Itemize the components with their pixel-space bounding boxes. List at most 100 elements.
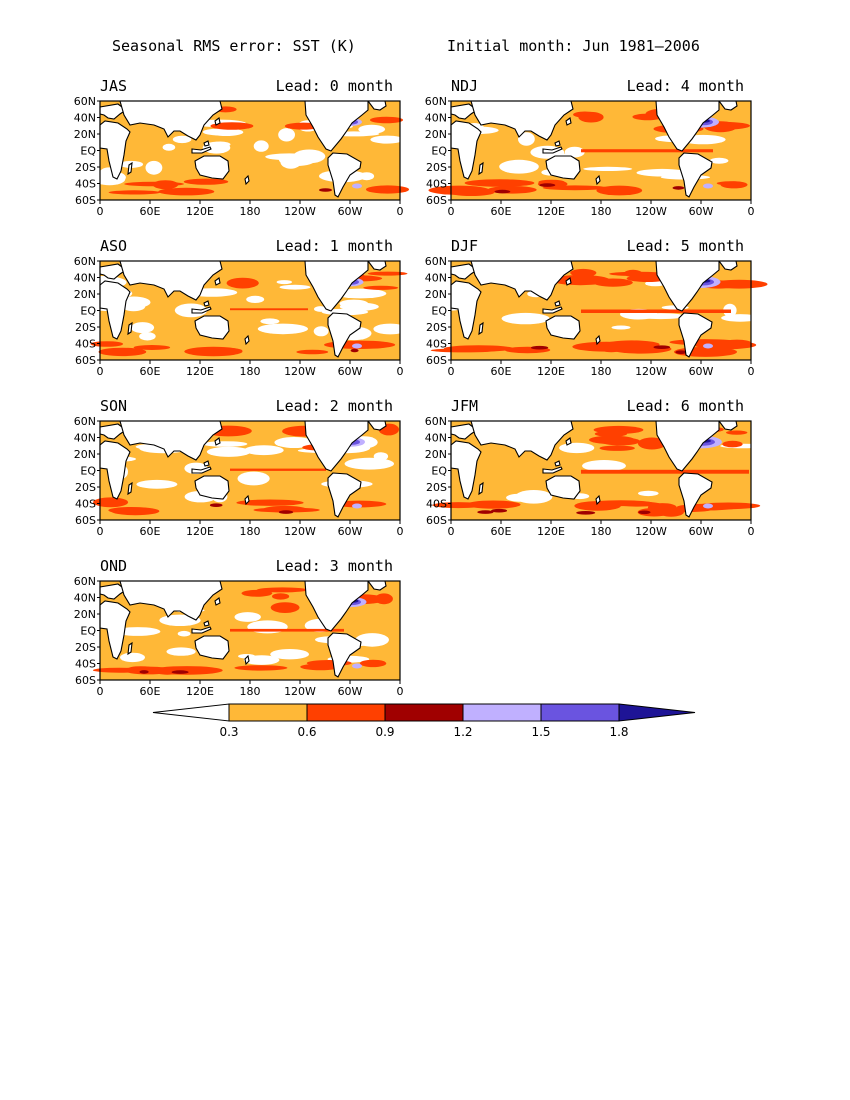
low-error-patch xyxy=(638,490,659,497)
very-high-error-patch xyxy=(638,510,651,515)
high-error-patch xyxy=(542,185,608,191)
high-error-patch xyxy=(573,111,597,118)
panel-season-label: NDJ xyxy=(451,77,478,95)
high-error-patch xyxy=(374,593,393,605)
y-tick-label: 20S xyxy=(426,161,447,174)
low-error-patch xyxy=(370,135,404,144)
low-error-patch xyxy=(234,612,261,622)
panel-lead-label: Lead: 2 month xyxy=(276,397,393,415)
low-error-patch xyxy=(583,166,633,171)
y-tick-label: EQ xyxy=(80,305,96,318)
high-error-patch xyxy=(241,589,273,597)
low-error-patch xyxy=(260,318,280,325)
x-tick-label: 60W xyxy=(689,205,714,218)
low-error-patch xyxy=(237,471,270,486)
map-panel-jfm: JFM Lead: 6 month 0 60E 120E 180 120W 60W 0 60N… xyxy=(425,397,766,538)
high-error-patch xyxy=(367,271,408,276)
y-tick-label: 40N xyxy=(425,272,447,285)
x-tick-label: 0 xyxy=(97,205,104,218)
high-error-patch xyxy=(637,437,666,450)
low-error-patch xyxy=(314,306,327,312)
y-tick-label: 20S xyxy=(75,481,96,494)
low-error-patch xyxy=(246,295,265,303)
high-error-patch xyxy=(726,430,748,435)
x-tick-label: 0 xyxy=(748,365,755,378)
low-error-patch xyxy=(276,280,292,285)
colorbar-label: 0.3 xyxy=(219,725,238,739)
x-tick-label: 0 xyxy=(97,525,104,538)
low-error-patch xyxy=(279,284,311,290)
low-error-patch xyxy=(501,312,550,325)
high-error-patch xyxy=(270,602,300,613)
axis-ticks: 0 60E 120E 180 120W 60W 0 60N 40N 20N EQ 20S 40S 60S xyxy=(425,415,755,538)
x-tick-label: 60W xyxy=(689,365,714,378)
y-tick-label: 60S xyxy=(426,194,447,207)
malvinas-max xyxy=(703,343,713,349)
y-tick-label: 40N xyxy=(74,272,96,285)
y-tick-label: 60S xyxy=(75,514,96,527)
y-tick-label: 40S xyxy=(75,338,96,351)
high-error-patch xyxy=(570,268,597,277)
x-tick-label: 180 xyxy=(240,205,261,218)
colorbar-segments xyxy=(152,703,696,722)
very-high-error-patch xyxy=(494,189,511,194)
x-tick-label: 120W xyxy=(284,205,316,218)
equatorial-error-band xyxy=(230,628,344,632)
x-tick-label: 120E xyxy=(537,525,565,538)
y-tick-label: 40S xyxy=(426,178,447,191)
high-error-patch xyxy=(464,179,535,187)
high-error-patch xyxy=(596,185,643,196)
x-tick-label: 120W xyxy=(284,525,316,538)
colorbar-segment xyxy=(228,703,308,722)
x-tick-label: 0 xyxy=(748,205,755,218)
y-tick-label: 60N xyxy=(74,575,96,588)
very-high-error-patch xyxy=(539,183,556,187)
x-tick-label: 120W xyxy=(635,365,667,378)
y-tick-label: EQ xyxy=(80,625,96,638)
y-tick-label: 40N xyxy=(425,112,447,125)
low-error-patch xyxy=(274,437,314,448)
axis-ticks: 0 60E 120E 180 120W 60W 0 60N 40N 20N EQ 20S 40S 60S xyxy=(74,95,404,218)
high-error-patch xyxy=(428,185,490,195)
low-error-patch xyxy=(518,132,535,146)
high-error-patch xyxy=(300,663,341,671)
colorbar-label: 1.8 xyxy=(609,725,628,739)
low-error-patch xyxy=(278,153,316,166)
x-tick-label: 0 xyxy=(97,365,104,378)
axis-ticks: 0 60E 120E 180 120W 60W 0 60N 40N 20N EQ 20S 40S 60S xyxy=(425,95,755,218)
very-high-error-patch xyxy=(576,511,596,515)
high-error-patch xyxy=(90,341,124,347)
x-tick-label: 120E xyxy=(186,205,214,218)
y-tick-label: 40N xyxy=(425,432,447,445)
high-error-patch xyxy=(98,347,147,357)
equatorial-error-band xyxy=(230,468,326,471)
panel-lead-label: Lead: 0 month xyxy=(276,77,393,95)
colorbar-label: 0.9 xyxy=(375,725,394,739)
x-tick-label: 120W xyxy=(284,685,316,698)
low-error-patch xyxy=(582,460,626,472)
map-panel-jas: JAS Lead: 0 month 0 60E 120E 180 120W 60W 0 60N… xyxy=(74,77,410,218)
y-tick-label: 20N xyxy=(425,448,447,461)
low-error-patch xyxy=(344,457,394,470)
high-error-patch xyxy=(722,339,752,347)
axis-ticks: 0 60E 120E 180 120W 60W 0 60N 40N 20N EQ 20S 40S 60S xyxy=(74,575,404,698)
equatorial-error-band xyxy=(230,308,308,311)
low-error-patch xyxy=(206,446,251,457)
x-tick-label: 0 xyxy=(397,205,404,218)
high-error-patch xyxy=(296,349,329,355)
y-tick-label: 60S xyxy=(75,194,96,207)
low-error-patch xyxy=(559,442,595,454)
high-error-patch xyxy=(108,190,161,195)
colorbar-segment xyxy=(306,703,386,722)
x-tick-label: 120E xyxy=(537,205,565,218)
colorbar-high-arrow xyxy=(618,703,696,722)
y-tick-label: 20S xyxy=(426,481,447,494)
x-tick-label: 60W xyxy=(338,205,363,218)
low-error-patch xyxy=(209,128,244,136)
high-error-patch xyxy=(487,186,537,194)
map-panel-djf: DJF Lead: 5 month 0 60E 120E 180 120W 60W 0 60N… xyxy=(425,237,768,378)
low-error-patch xyxy=(334,288,387,299)
very-high-error-patch xyxy=(675,350,687,354)
very-high-error-patch xyxy=(350,348,359,353)
